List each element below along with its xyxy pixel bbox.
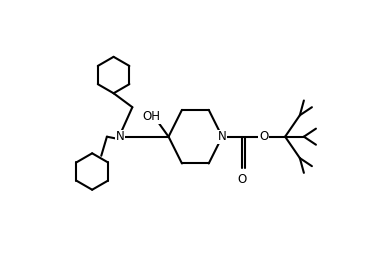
Text: OH: OH bbox=[142, 110, 160, 123]
Text: N: N bbox=[218, 130, 227, 143]
Text: O: O bbox=[259, 130, 268, 143]
Text: N: N bbox=[116, 130, 125, 143]
Text: O: O bbox=[237, 173, 247, 186]
